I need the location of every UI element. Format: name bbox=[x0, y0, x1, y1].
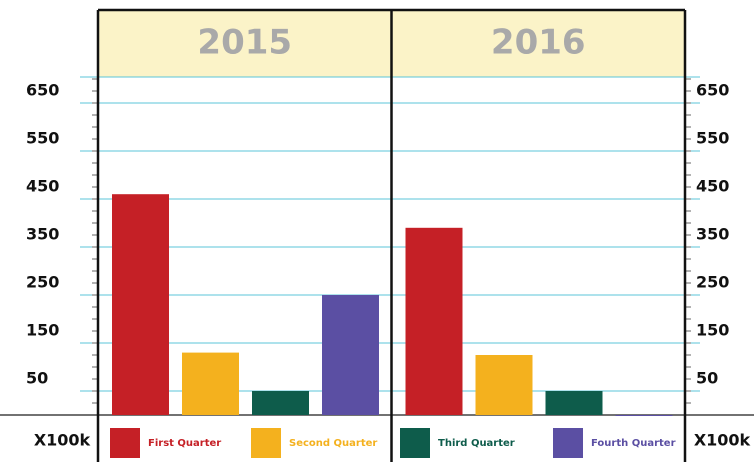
y2-tick-label: 250 bbox=[696, 273, 729, 292]
bar bbox=[252, 391, 309, 415]
y-tick-label: 450 bbox=[26, 177, 59, 196]
y2-tick-label: 650 bbox=[696, 81, 729, 100]
y-unit-label: X100k bbox=[34, 431, 91, 450]
legend-label: Third Quarter bbox=[438, 438, 515, 449]
y-tick-label: 150 bbox=[26, 321, 59, 340]
y2-tick-label: 550 bbox=[696, 129, 729, 148]
panel-title: 2016 bbox=[491, 23, 586, 63]
legend-label: First Quarter bbox=[148, 438, 221, 449]
bar bbox=[112, 194, 169, 415]
y-tick-label: 550 bbox=[26, 129, 59, 148]
y2-tick-label: 350 bbox=[696, 225, 729, 244]
y2-tick-label: 50 bbox=[696, 369, 718, 388]
legend-label: Second Quarter bbox=[289, 438, 377, 449]
bar bbox=[615, 415, 673, 416]
y-tick-label: 250 bbox=[26, 273, 59, 292]
bar bbox=[182, 352, 239, 415]
panel-title: 2015 bbox=[197, 23, 292, 63]
y2-unit-label: X100k bbox=[694, 431, 751, 450]
y-tick-label: 50 bbox=[26, 369, 48, 388]
legend-label: Fourth Quarter bbox=[591, 438, 676, 449]
bar bbox=[405, 227, 463, 415]
legend-swatch bbox=[110, 428, 140, 458]
bar bbox=[545, 391, 603, 415]
bar bbox=[322, 295, 379, 415]
y2-tick-label: 150 bbox=[696, 321, 729, 340]
legend-swatch bbox=[553, 428, 583, 458]
bar bbox=[475, 355, 533, 415]
y-tick-label: 350 bbox=[26, 225, 59, 244]
legend-swatch bbox=[400, 428, 430, 458]
y2-tick-label: 450 bbox=[696, 177, 729, 196]
legend-swatch bbox=[251, 428, 281, 458]
y-tick-label: 650 bbox=[26, 81, 59, 100]
